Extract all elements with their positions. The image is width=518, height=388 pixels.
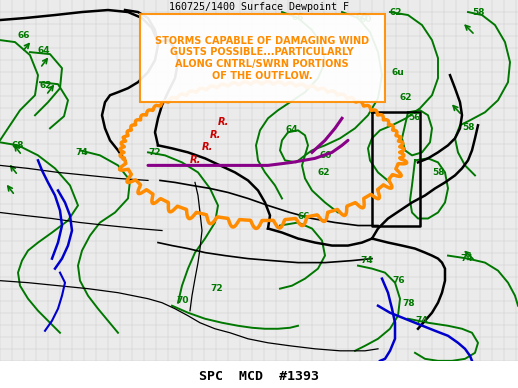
Bar: [140, 14, 385, 102]
Text: 70: 70: [176, 296, 189, 305]
Text: 58: 58: [432, 168, 444, 177]
Text: 58: 58: [462, 123, 474, 132]
Text: 160725/1400 Surface Dewpoint F: 160725/1400 Surface Dewpoint F: [169, 2, 349, 12]
Text: 6u: 6u: [392, 68, 405, 77]
Text: 74: 74: [360, 256, 373, 265]
Text: 68: 68: [12, 141, 24, 150]
Text: 72: 72: [148, 148, 161, 158]
Text: 64: 64: [38, 46, 51, 55]
Text: 62: 62: [318, 168, 330, 177]
Text: 74: 74: [415, 316, 428, 325]
Text: 74: 74: [460, 254, 473, 263]
Text: 66: 66: [298, 211, 310, 220]
Text: 66: 66: [17, 31, 30, 40]
Text: 78: 78: [402, 299, 414, 308]
Text: 62: 62: [390, 8, 402, 17]
Text: 64: 64: [285, 125, 298, 134]
Text: STORMS CAPABLE OF DAMAGING WIND
GUSTS POSSIBLE...PARTICULARLY
ALONG CNTRL/SWRN P: STORMS CAPABLE OF DAMAGING WIND GUSTS PO…: [155, 36, 369, 81]
Text: 72: 72: [210, 284, 223, 293]
Text: 66: 66: [292, 13, 305, 22]
Text: R.: R.: [210, 130, 221, 140]
Text: 60: 60: [355, 13, 367, 22]
Text: 62: 62: [40, 81, 52, 90]
Text: 62: 62: [400, 93, 412, 102]
Text: 56: 56: [408, 113, 421, 122]
Text: 74: 74: [75, 148, 88, 158]
Text: R.: R.: [202, 142, 213, 152]
Text: 60: 60: [320, 151, 333, 160]
Text: R.: R.: [190, 155, 202, 165]
Text: 76: 76: [392, 275, 405, 285]
Text: 60: 60: [360, 15, 372, 24]
Text: SPC  MCD  #1393: SPC MCD #1393: [199, 370, 319, 383]
Text: 58: 58: [472, 8, 484, 17]
Text: R.: R.: [218, 117, 229, 127]
